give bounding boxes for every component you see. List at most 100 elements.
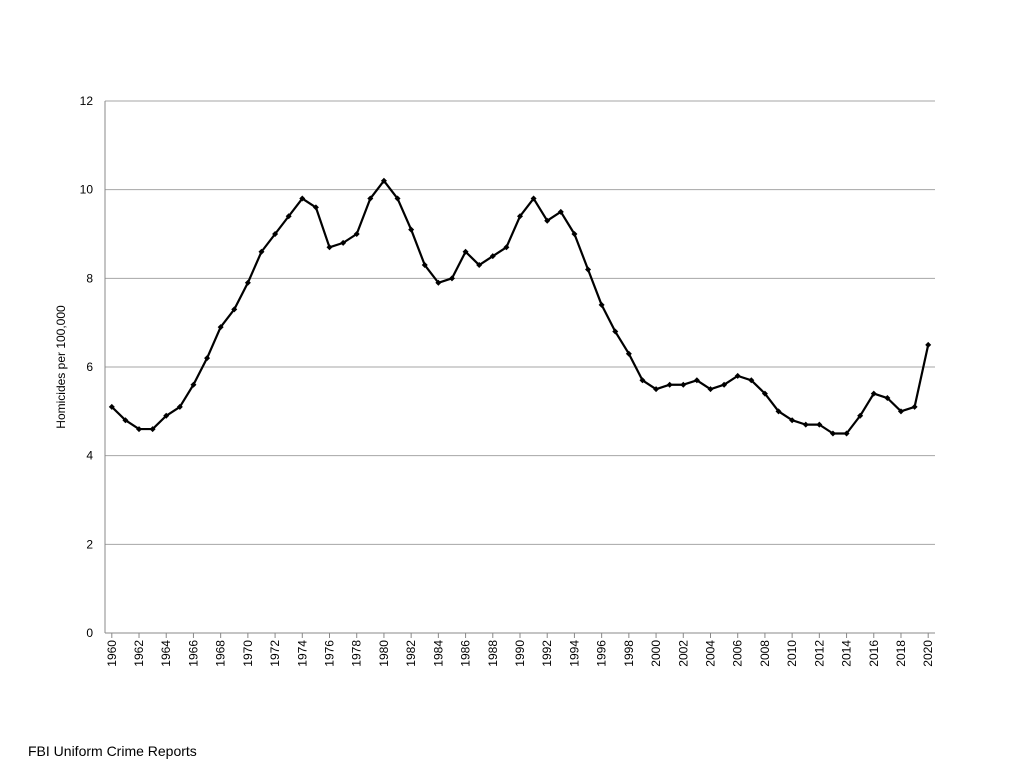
data-point xyxy=(884,395,891,402)
data-point xyxy=(312,204,319,211)
x-tick-label: 1980 xyxy=(377,640,391,667)
x-tick-label: 1996 xyxy=(595,640,609,667)
data-point xyxy=(680,381,687,388)
x-tick-label: 2010 xyxy=(785,640,799,667)
y-tick-label: 10 xyxy=(80,183,94,197)
x-tick-label: 2012 xyxy=(812,640,826,667)
x-tick-label: 1970 xyxy=(241,640,255,667)
x-tick-label: 1986 xyxy=(459,640,473,667)
x-tick-label: 1990 xyxy=(513,640,527,667)
data-point xyxy=(911,403,918,410)
data-point xyxy=(326,244,333,251)
data-point xyxy=(734,372,741,379)
data-point xyxy=(367,195,374,202)
x-tick-label: 2006 xyxy=(731,640,745,667)
data-point xyxy=(897,408,904,415)
data-point xyxy=(925,341,932,348)
data-point xyxy=(857,412,864,419)
x-tick-label: 1994 xyxy=(567,640,581,667)
data-point xyxy=(136,426,143,433)
x-tick-label: 1974 xyxy=(295,640,309,667)
x-tick-label: 1998 xyxy=(622,640,636,667)
data-point xyxy=(448,275,455,282)
data-point xyxy=(761,390,768,397)
data-point xyxy=(666,381,673,388)
data-point xyxy=(489,253,496,260)
data-point xyxy=(217,324,224,331)
data-point xyxy=(408,226,415,233)
data-point xyxy=(285,213,292,220)
data-point xyxy=(299,195,306,202)
data-point xyxy=(340,239,347,246)
data-point xyxy=(639,377,646,384)
data-point xyxy=(598,301,605,308)
data-point xyxy=(571,231,578,237)
data-point xyxy=(190,381,197,388)
data-point xyxy=(775,408,782,415)
x-tick-label: 1978 xyxy=(350,640,364,667)
data-point xyxy=(625,350,632,357)
y-tick-label: 12 xyxy=(80,94,94,108)
x-tick-label: 1962 xyxy=(132,640,146,667)
data-point xyxy=(244,279,251,286)
x-tick-label: 2002 xyxy=(676,640,690,667)
data-point xyxy=(421,262,428,269)
data-point xyxy=(176,403,183,410)
source-note: FBI Uniform Crime Reports xyxy=(28,743,197,759)
y-axis-label: Homicides per 100,000 xyxy=(54,305,68,429)
x-tick-label: 2000 xyxy=(649,640,663,667)
data-point xyxy=(204,355,211,362)
data-point xyxy=(585,266,592,273)
y-tick-label: 8 xyxy=(86,271,93,285)
x-tick-label: 1968 xyxy=(214,640,228,667)
data-point xyxy=(653,386,660,393)
data-point xyxy=(748,377,755,384)
data-point xyxy=(829,430,836,437)
data-point xyxy=(476,262,483,269)
y-tick-label: 2 xyxy=(86,537,93,551)
data-point xyxy=(802,421,809,428)
data-point xyxy=(380,177,387,184)
data-point xyxy=(544,217,551,224)
data-point xyxy=(843,430,850,437)
data-point xyxy=(462,248,469,255)
data-point xyxy=(707,386,714,393)
x-tick-label: 1972 xyxy=(268,640,282,667)
data-point xyxy=(789,417,796,424)
data-point xyxy=(503,244,510,251)
data-point xyxy=(612,328,619,335)
x-tick-label: 1988 xyxy=(486,640,500,667)
data-point xyxy=(870,390,877,397)
x-tick-label: 1976 xyxy=(323,640,337,667)
x-tick-label: 2004 xyxy=(703,640,717,667)
y-tick-label: 4 xyxy=(86,449,93,463)
data-point xyxy=(231,306,238,313)
y-tick-label: 6 xyxy=(86,360,93,374)
data-point xyxy=(435,279,442,286)
x-tick-label: 1960 xyxy=(105,640,119,667)
x-tick-label: 1984 xyxy=(431,640,445,667)
data-point xyxy=(149,426,156,433)
data-point xyxy=(394,195,401,202)
x-tick-label: 2018 xyxy=(894,640,908,667)
x-tick-label: 2014 xyxy=(840,640,854,667)
data-point xyxy=(108,403,115,410)
data-point xyxy=(721,381,728,388)
data-point xyxy=(353,231,360,237)
x-tick-label: 1966 xyxy=(186,640,200,667)
x-tick-label: 1964 xyxy=(159,640,173,667)
data-point xyxy=(122,417,129,424)
data-point xyxy=(816,421,823,428)
data-point xyxy=(272,231,279,237)
x-tick-label: 1982 xyxy=(404,640,418,667)
y-tick-label: 0 xyxy=(86,626,93,640)
x-tick-label: 2020 xyxy=(921,640,935,667)
data-point xyxy=(693,377,700,384)
x-tick-label: 2016 xyxy=(867,640,881,667)
data-point xyxy=(258,248,265,255)
data-point xyxy=(163,412,170,419)
data-point xyxy=(517,213,523,220)
x-tick-label: 2008 xyxy=(758,640,772,667)
data-point xyxy=(530,195,537,202)
